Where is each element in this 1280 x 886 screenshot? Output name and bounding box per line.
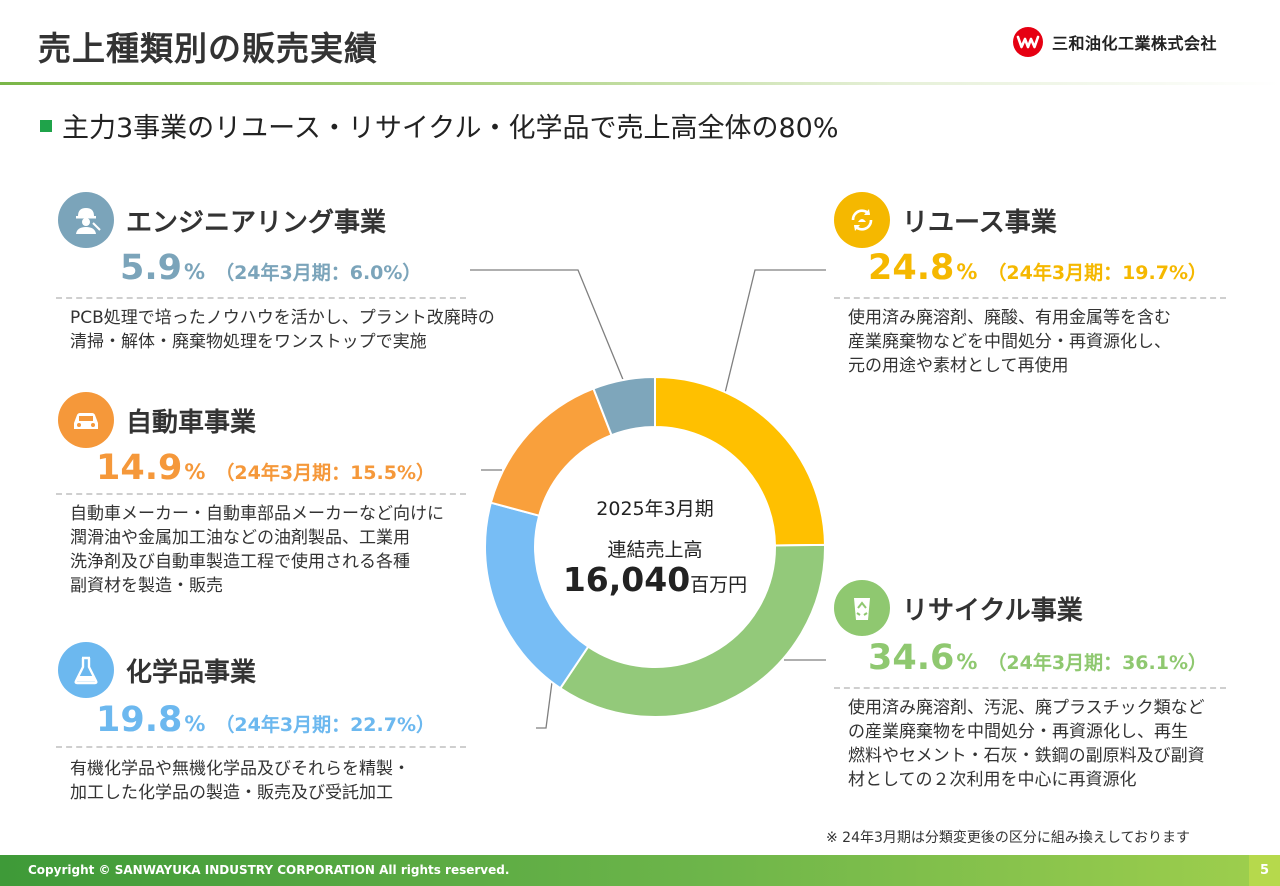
divider — [56, 746, 466, 748]
segment-chemical-prev: （24年3月期：22.7%） — [215, 714, 435, 736]
recycle-bin-icon — [834, 580, 890, 636]
segment-recycle-header: リサイクル事業 — [834, 580, 1083, 636]
segment-chemical-share: 19.8 % （24年3月期：22.7%） — [96, 700, 435, 740]
desc-line: 産業廃棄物などを中間処分・再資源化し、 — [848, 332, 1171, 352]
segment-chemical-unit: % — [184, 712, 206, 736]
segment-automotive-share: 14.9 % （24年3月期：15.5%） — [96, 448, 435, 488]
segment-engineering-share: 5.9 % （24年3月期：6.0%） — [120, 248, 421, 288]
segment-engineering-prev: （24年3月期：6.0%） — [215, 262, 422, 284]
desc-line: 副資材を製造・販売 — [70, 576, 223, 596]
desc-line: の産業廃棄物を中間処分・再資源化し、再生 — [848, 722, 1188, 742]
segment-chemical-header: 化学品事業 — [58, 642, 256, 698]
segment-automotive-desc: 自動車メーカー・自動車部品メーカーなど向けに 潤滑油や金属加工油などの油剤製品、… — [70, 502, 444, 598]
segment-recycle-name: リサイクル事業 — [902, 595, 1083, 626]
segment-automotive-name: 自動車事業 — [126, 407, 257, 438]
segment-engineering-unit: % — [184, 260, 206, 284]
segment-recycle-share: 34.6 % （24年3月期：36.1%） — [868, 638, 1207, 678]
desc-line: 材としての２次利用を中心に再資源化 — [848, 770, 1137, 790]
leader-line-chemical — [536, 681, 553, 729]
subtitle-text: 主力3事業のリユース・リサイクル・化学品で売上高全体の80% — [62, 113, 839, 144]
segment-recycle-prev: （24年3月期：36.1%） — [987, 652, 1207, 674]
subtitle: 主力3事業のリユース・リサイクル・化学品で売上高全体の80% — [40, 106, 839, 145]
segment-automotive-unit: % — [184, 460, 206, 484]
footer-bar: Copyright © SANWAYUKA INDUSTRY CORPORATI… — [0, 855, 1280, 886]
divider — [834, 687, 1226, 689]
desc-line: 有機化学品や無機化学品及びそれらを精製・ — [70, 759, 410, 779]
segment-reuse-header: リユース事業 — [834, 192, 1057, 248]
center-period: 2025年3月期 — [596, 498, 714, 520]
segment-reuse-share: 24.8 % （24年3月期：19.7%） — [868, 248, 1207, 288]
segment-engineering-pct: 5.9 — [120, 248, 183, 288]
segment-chemical-desc: 有機化学品や無機化学品及びそれらを精製・ 加工した化学品の製造・販売及び受託加工 — [70, 757, 410, 805]
engineer-icon — [58, 192, 114, 248]
company-logo: 三和油化工業株式会社 — [1012, 26, 1217, 58]
segment-automotive-pct: 14.9 — [96, 448, 183, 488]
segment-engineering-name: エンジニアリング事業 — [126, 207, 387, 238]
desc-line: 清掃・解体・廃棄物処理をワンストップで実施 — [70, 332, 427, 352]
segment-engineering-header: エンジニアリング事業 — [58, 192, 386, 248]
center-total-unit: 百万円 — [690, 574, 748, 596]
reuse-cycle-icon — [834, 192, 890, 248]
square-bullet-icon — [40, 119, 52, 132]
title-divider — [0, 82, 1280, 85]
desc-line: PCB処理で培ったノウハウを活かし、プラント改廃時の — [70, 308, 495, 328]
center-total-value: 16,040 — [562, 560, 691, 599]
desc-line: 加工した化学品の製造・販売及び受託加工 — [70, 783, 393, 803]
segment-automotive-header: 自動車事業 — [58, 392, 256, 448]
company-logo-icon — [1013, 27, 1043, 57]
segment-recycle-unit: % — [956, 650, 978, 674]
desc-line: 燃料やセメント・石灰・鉄鋼の副原料及び副資 — [848, 746, 1205, 766]
center-label: 連結売上高 — [607, 539, 703, 561]
segment-engineering-desc: PCB処理で培ったノウハウを活かし、プラント改廃時の 清掃・解体・廃棄物処理をワ… — [70, 306, 495, 354]
center-total: 16,040百万円 — [545, 560, 765, 599]
divider — [834, 297, 1226, 299]
divider — [56, 297, 466, 299]
footnote: ※ 24年3月期は分類変更後の区分に組み換えしております — [826, 830, 1191, 846]
flask-icon — [58, 642, 114, 698]
page-number: 5 — [1249, 855, 1280, 886]
segment-reuse-unit: % — [956, 260, 978, 284]
desc-line: 洗浄剤及び自動車製造工程で使用される各種 — [70, 552, 410, 572]
desc-line: 潤滑油や金属加工油などの油剤製品、工業用 — [70, 528, 410, 548]
desc-line: 使用済み廃溶剤、廃酸、有用金属等を含む — [848, 308, 1171, 328]
desc-line: 元の用途や素材として再使用 — [848, 356, 1069, 376]
segment-reuse-prev: （24年3月期：19.7%） — [987, 262, 1207, 284]
car-icon — [58, 392, 114, 448]
segment-automotive-prev: （24年3月期：15.5%） — [215, 462, 435, 484]
segment-reuse-pct: 24.8 — [868, 248, 955, 288]
desc-line: 自動車メーカー・自動車部品メーカーなど向けに — [70, 504, 444, 524]
copyright: Copyright © SANWAYUKA INDUSTRY CORPORATI… — [28, 863, 510, 877]
leader-line-reuse — [724, 269, 826, 394]
segment-recycle-desc: 使用済み廃溶剤、汚泥、廃プラスチック類など の産業廃棄物を中間処分・再資源化し、… — [848, 696, 1205, 792]
company-name: 三和油化工業株式会社 — [1052, 34, 1218, 53]
segment-chemical-pct: 19.8 — [96, 700, 183, 740]
divider — [56, 493, 466, 495]
desc-line: 使用済み廃溶剤、汚泥、廃プラスチック類など — [848, 698, 1205, 718]
page-title: 売上種類別の販売実績 — [38, 29, 378, 68]
slice-engineering — [592, 375, 656, 437]
segment-chemical-name: 化学品事業 — [126, 657, 257, 688]
segment-reuse-desc: 使用済み廃溶剤、廃酸、有用金属等を含む 産業廃棄物などを中間処分・再資源化し、 … — [848, 306, 1171, 378]
segment-reuse-name: リユース事業 — [902, 207, 1057, 238]
segment-recycle-pct: 34.6 — [868, 638, 955, 678]
